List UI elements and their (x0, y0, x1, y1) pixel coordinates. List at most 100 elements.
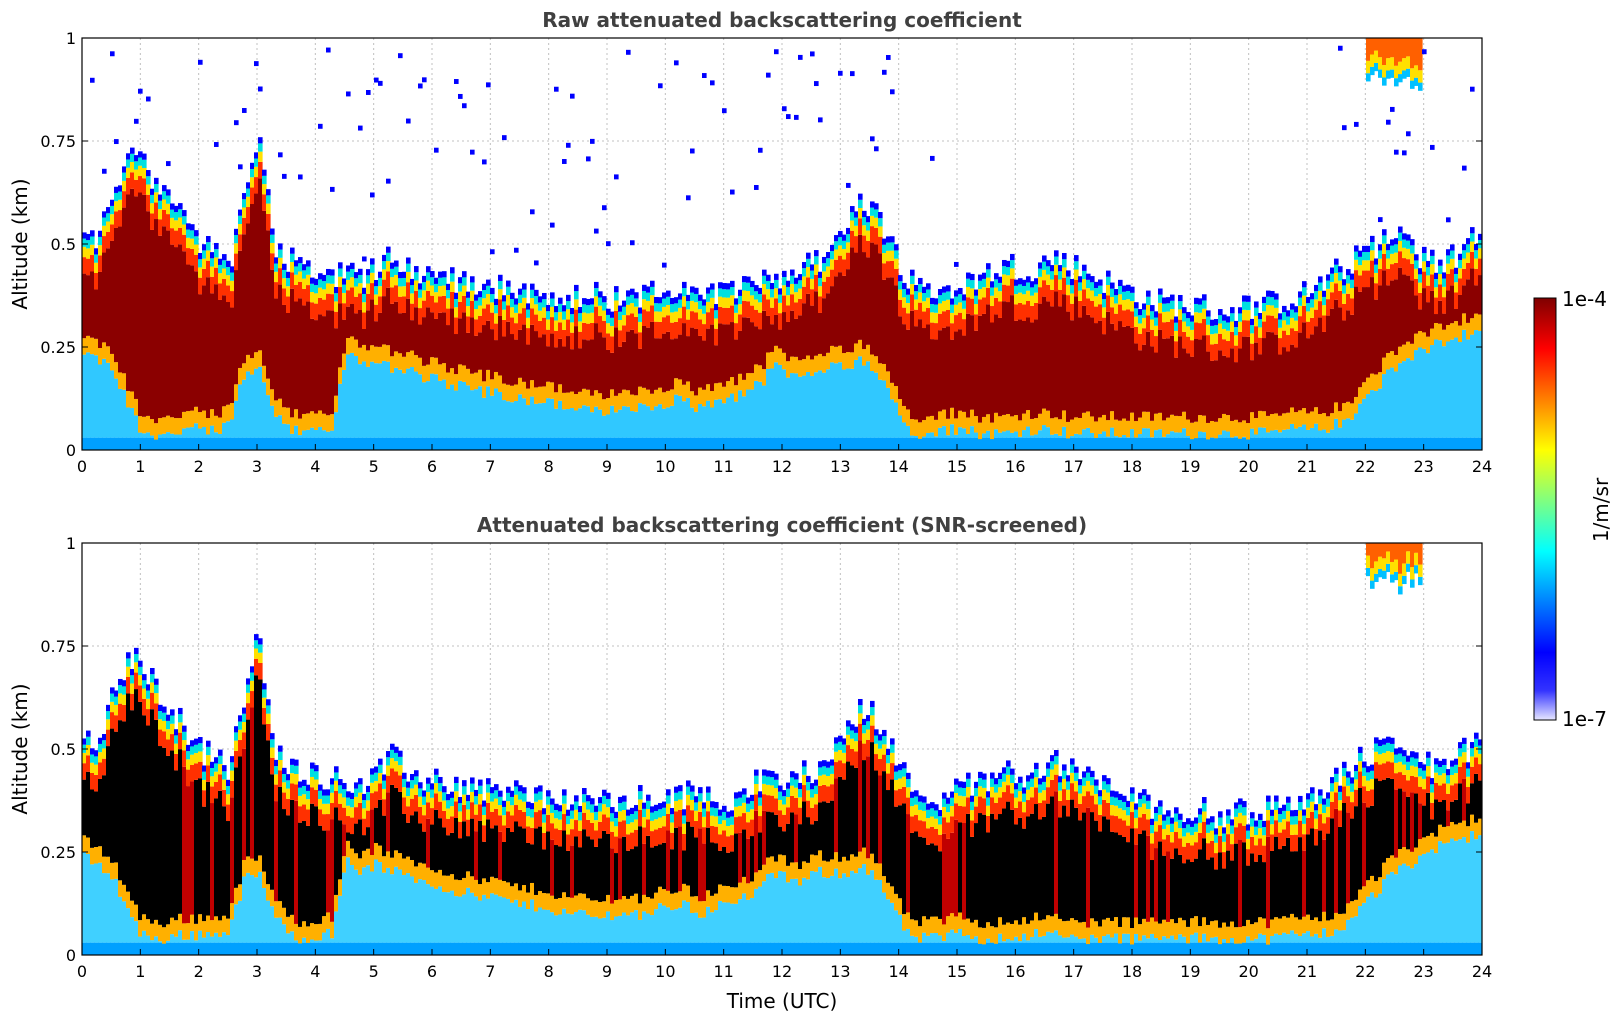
screened-heatmap-cell (178, 722, 183, 733)
raw-heatmap-cell (1338, 45, 1343, 51)
raw-heatmap-column (1142, 303, 1147, 450)
raw-heatmap-cell (434, 318, 439, 358)
raw-heatmap-cell (1338, 266, 1343, 273)
screened-heatmap-cell (634, 811, 639, 820)
screened-heatmap-cell (742, 813, 747, 830)
raw-heatmap-column (1426, 260, 1431, 450)
raw-heatmap-cell (1094, 437, 1099, 450)
raw-heatmap-cell (674, 297, 679, 304)
screened-heatmap-cell (526, 842, 531, 893)
screened-heatmap-cell (394, 746, 399, 753)
screened-heatmap-cell (126, 666, 131, 677)
raw-heatmap-cell (1354, 259, 1359, 271)
raw-heatmap-cell (226, 275, 231, 286)
raw-heatmap-cell (1382, 374, 1387, 438)
raw-heatmap-cell (1150, 437, 1155, 450)
screened-heatmap-cell (438, 783, 443, 792)
raw-heatmap-cell (406, 298, 411, 353)
raw-heatmap-cell (970, 409, 975, 427)
raw-heatmap-cell (1306, 338, 1311, 414)
raw-heatmap-cell (706, 312, 711, 329)
screened-heatmap-cell (594, 900, 599, 917)
raw-heatmap-cell (1106, 420, 1111, 437)
raw-heatmap-cell (478, 297, 483, 306)
raw-heatmap-cell (894, 386, 899, 403)
raw-heatmap-cell (878, 379, 883, 438)
raw-heatmap-cell (1286, 335, 1291, 352)
raw-heatmap-cell (1434, 339, 1439, 438)
screened-heatmap-cell (758, 805, 763, 817)
raw-heatmap-cell (106, 346, 111, 363)
raw-heatmap-cell (654, 311, 659, 322)
raw-heatmap-cell (326, 431, 331, 438)
raw-heatmap-cell (218, 273, 223, 284)
raw-heatmap-cell (1370, 373, 1375, 391)
raw-heatmap-column (998, 276, 1003, 450)
screened-heatmap-cell (606, 807, 611, 818)
raw-heatmap-cell (306, 437, 311, 450)
raw-heatmap-cell (454, 437, 459, 450)
raw-heatmap-cell (530, 396, 535, 438)
raw-heatmap-cell (1318, 282, 1323, 291)
raw-heatmap-cell (630, 394, 635, 412)
screened-heatmap-cell (458, 821, 463, 839)
raw-heatmap-cell (1470, 437, 1475, 450)
screened-heatmap-cell (466, 819, 471, 837)
raw-heatmap-column (1234, 320, 1239, 450)
raw-heatmap-cell (1334, 437, 1339, 450)
raw-heatmap-cell (918, 422, 923, 439)
raw-heatmap-cell (1134, 326, 1139, 344)
raw-heatmap-cell (322, 437, 327, 450)
screened-heatmap-cell (498, 790, 503, 797)
raw-heatmap-cell (1182, 307, 1187, 314)
screened-heatmap-cell (658, 844, 663, 887)
raw-heatmap-cell (1202, 432, 1207, 438)
raw-heatmap-cell (1214, 343, 1219, 361)
raw-heatmap-cell (1122, 300, 1127, 311)
screened-heatmap-cell (294, 942, 299, 955)
raw-heatmap-cell (282, 304, 287, 408)
raw-heatmap-cell (690, 437, 695, 450)
raw-heatmap-cell (818, 296, 823, 313)
screened-heatmap-cell (486, 898, 491, 943)
screened-heatmap-cell (350, 834, 355, 849)
screened-heatmap-cell (186, 744, 191, 752)
raw-heatmap-column (562, 159, 567, 450)
raw-heatmap-cell (286, 437, 291, 450)
raw-heatmap-cell (930, 304, 935, 313)
raw-heatmap-cell (778, 313, 783, 330)
screened-heatmap-cell (378, 783, 383, 800)
raw-heatmap-cell (1214, 333, 1219, 344)
screened-heatmap-cell (102, 856, 107, 874)
raw-heatmap-cell (646, 292, 651, 301)
raw-heatmap-column (598, 291, 603, 450)
raw-heatmap-cell (606, 414, 611, 438)
raw-heatmap-cell (150, 203, 155, 214)
raw-heatmap-cell (702, 305, 707, 314)
raw-heatmap-cell (1278, 319, 1283, 328)
raw-heatmap-column (386, 178, 391, 450)
raw-heatmap-cell (134, 179, 139, 197)
screened-heatmap-cell (118, 703, 123, 721)
raw-heatmap-cell (1050, 434, 1055, 438)
raw-heatmap-cell (338, 383, 343, 438)
screened-heatmap-cell (694, 896, 699, 913)
raw-heatmap-cell (154, 423, 159, 440)
raw-heatmap-cell (1050, 418, 1055, 435)
screened-heatmap-cell (386, 765, 391, 776)
raw-heatmap-cell (194, 271, 199, 407)
screened-heatmap-cell (582, 794, 587, 803)
screened-heatmap-cell (302, 779, 307, 786)
raw-heatmap-cell (338, 262, 343, 269)
screened-heatmap-cell (630, 849, 635, 896)
screened-heatmap-cell (558, 805, 563, 812)
raw-heatmap-column (1442, 272, 1447, 450)
raw-heatmap-cell (86, 437, 91, 450)
raw-heatmap-cell (662, 306, 667, 318)
raw-heatmap-column (1330, 267, 1335, 450)
raw-heatmap-cell (1270, 437, 1275, 450)
raw-heatmap-cell (1270, 315, 1275, 333)
raw-heatmap-cell (782, 312, 787, 353)
raw-heatmap-cell (182, 411, 187, 429)
screened-heatmap-cell (698, 787, 703, 794)
